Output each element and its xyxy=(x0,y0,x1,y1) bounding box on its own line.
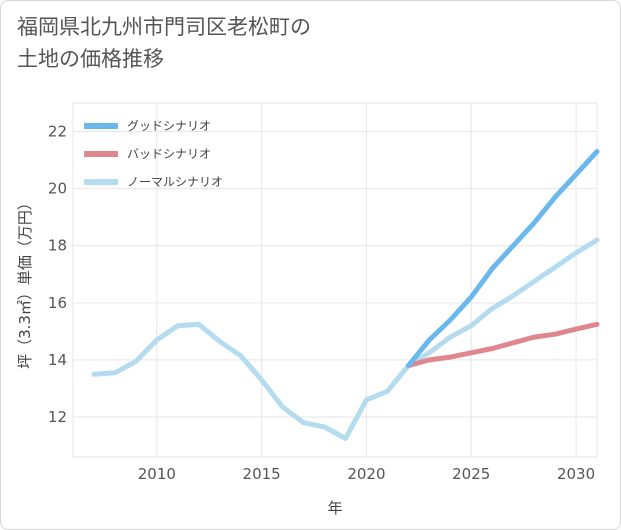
series-line-2 xyxy=(405,321,600,369)
y-axis-title: 坪（3.3㎡）単価（万円） xyxy=(16,195,34,369)
y-tick-label: 12 xyxy=(48,408,67,426)
plot-area xyxy=(72,102,598,458)
y-tick-label: 20 xyxy=(48,180,67,198)
chart-title: 福岡県北九州市門司区老松町の 土地の価格推移 xyxy=(17,11,311,75)
chart-title-line-1: 福岡県北九州市門司区老松町の xyxy=(17,15,311,39)
legend-label: ノーマルシナリオ xyxy=(127,175,223,189)
y-tick-label: 16 xyxy=(48,294,67,312)
x-tick-label: 2030 xyxy=(557,465,595,483)
series-line-3 xyxy=(91,237,600,441)
x-axis-title: 年 xyxy=(327,499,342,517)
grid-lines xyxy=(72,102,598,458)
legend-label: グッドシナリオ xyxy=(127,119,211,133)
x-tick-label: 2025 xyxy=(452,465,490,483)
chart-title-line-2: 土地の価格推移 xyxy=(17,47,164,71)
y-tick-label: 22 xyxy=(48,123,67,141)
x-tick-label: 2015 xyxy=(243,465,281,483)
y-tick-label: 14 xyxy=(48,351,67,369)
series-line-1 xyxy=(405,149,600,369)
series-lines xyxy=(91,149,600,441)
x-tick-label: 2010 xyxy=(138,465,176,483)
x-tick-label: 2020 xyxy=(347,465,385,483)
tick-labels: 2010 2015 2020 2025 2030 12 14 16 18 20 22 xyxy=(48,123,595,483)
legend-label: バッドシナリオ xyxy=(127,147,211,161)
y-tick-label: 18 xyxy=(48,237,67,255)
